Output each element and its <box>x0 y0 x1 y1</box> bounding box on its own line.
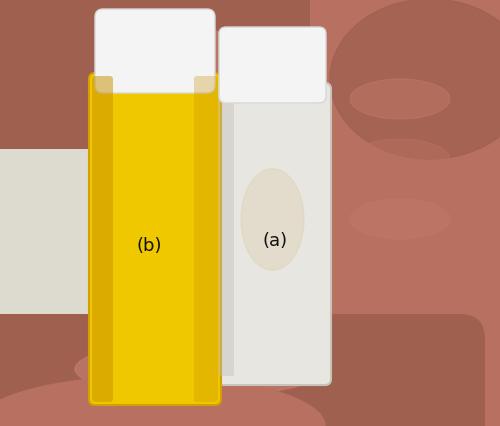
FancyBboxPatch shape <box>0 0 430 150</box>
FancyBboxPatch shape <box>92 77 113 402</box>
FancyBboxPatch shape <box>214 84 331 385</box>
Ellipse shape <box>241 170 304 271</box>
FancyBboxPatch shape <box>95 10 215 94</box>
FancyBboxPatch shape <box>218 93 234 376</box>
Ellipse shape <box>350 140 450 180</box>
FancyBboxPatch shape <box>194 77 218 402</box>
Ellipse shape <box>350 199 450 239</box>
FancyBboxPatch shape <box>0 314 485 426</box>
FancyBboxPatch shape <box>310 0 500 426</box>
Ellipse shape <box>330 0 500 160</box>
Ellipse shape <box>115 27 245 82</box>
FancyBboxPatch shape <box>89 74 221 405</box>
Ellipse shape <box>0 376 325 426</box>
Ellipse shape <box>75 342 325 397</box>
Text: (b): (b) <box>136 237 162 255</box>
Ellipse shape <box>350 80 450 120</box>
Text: (a): (a) <box>262 231 287 249</box>
FancyBboxPatch shape <box>219 28 326 104</box>
